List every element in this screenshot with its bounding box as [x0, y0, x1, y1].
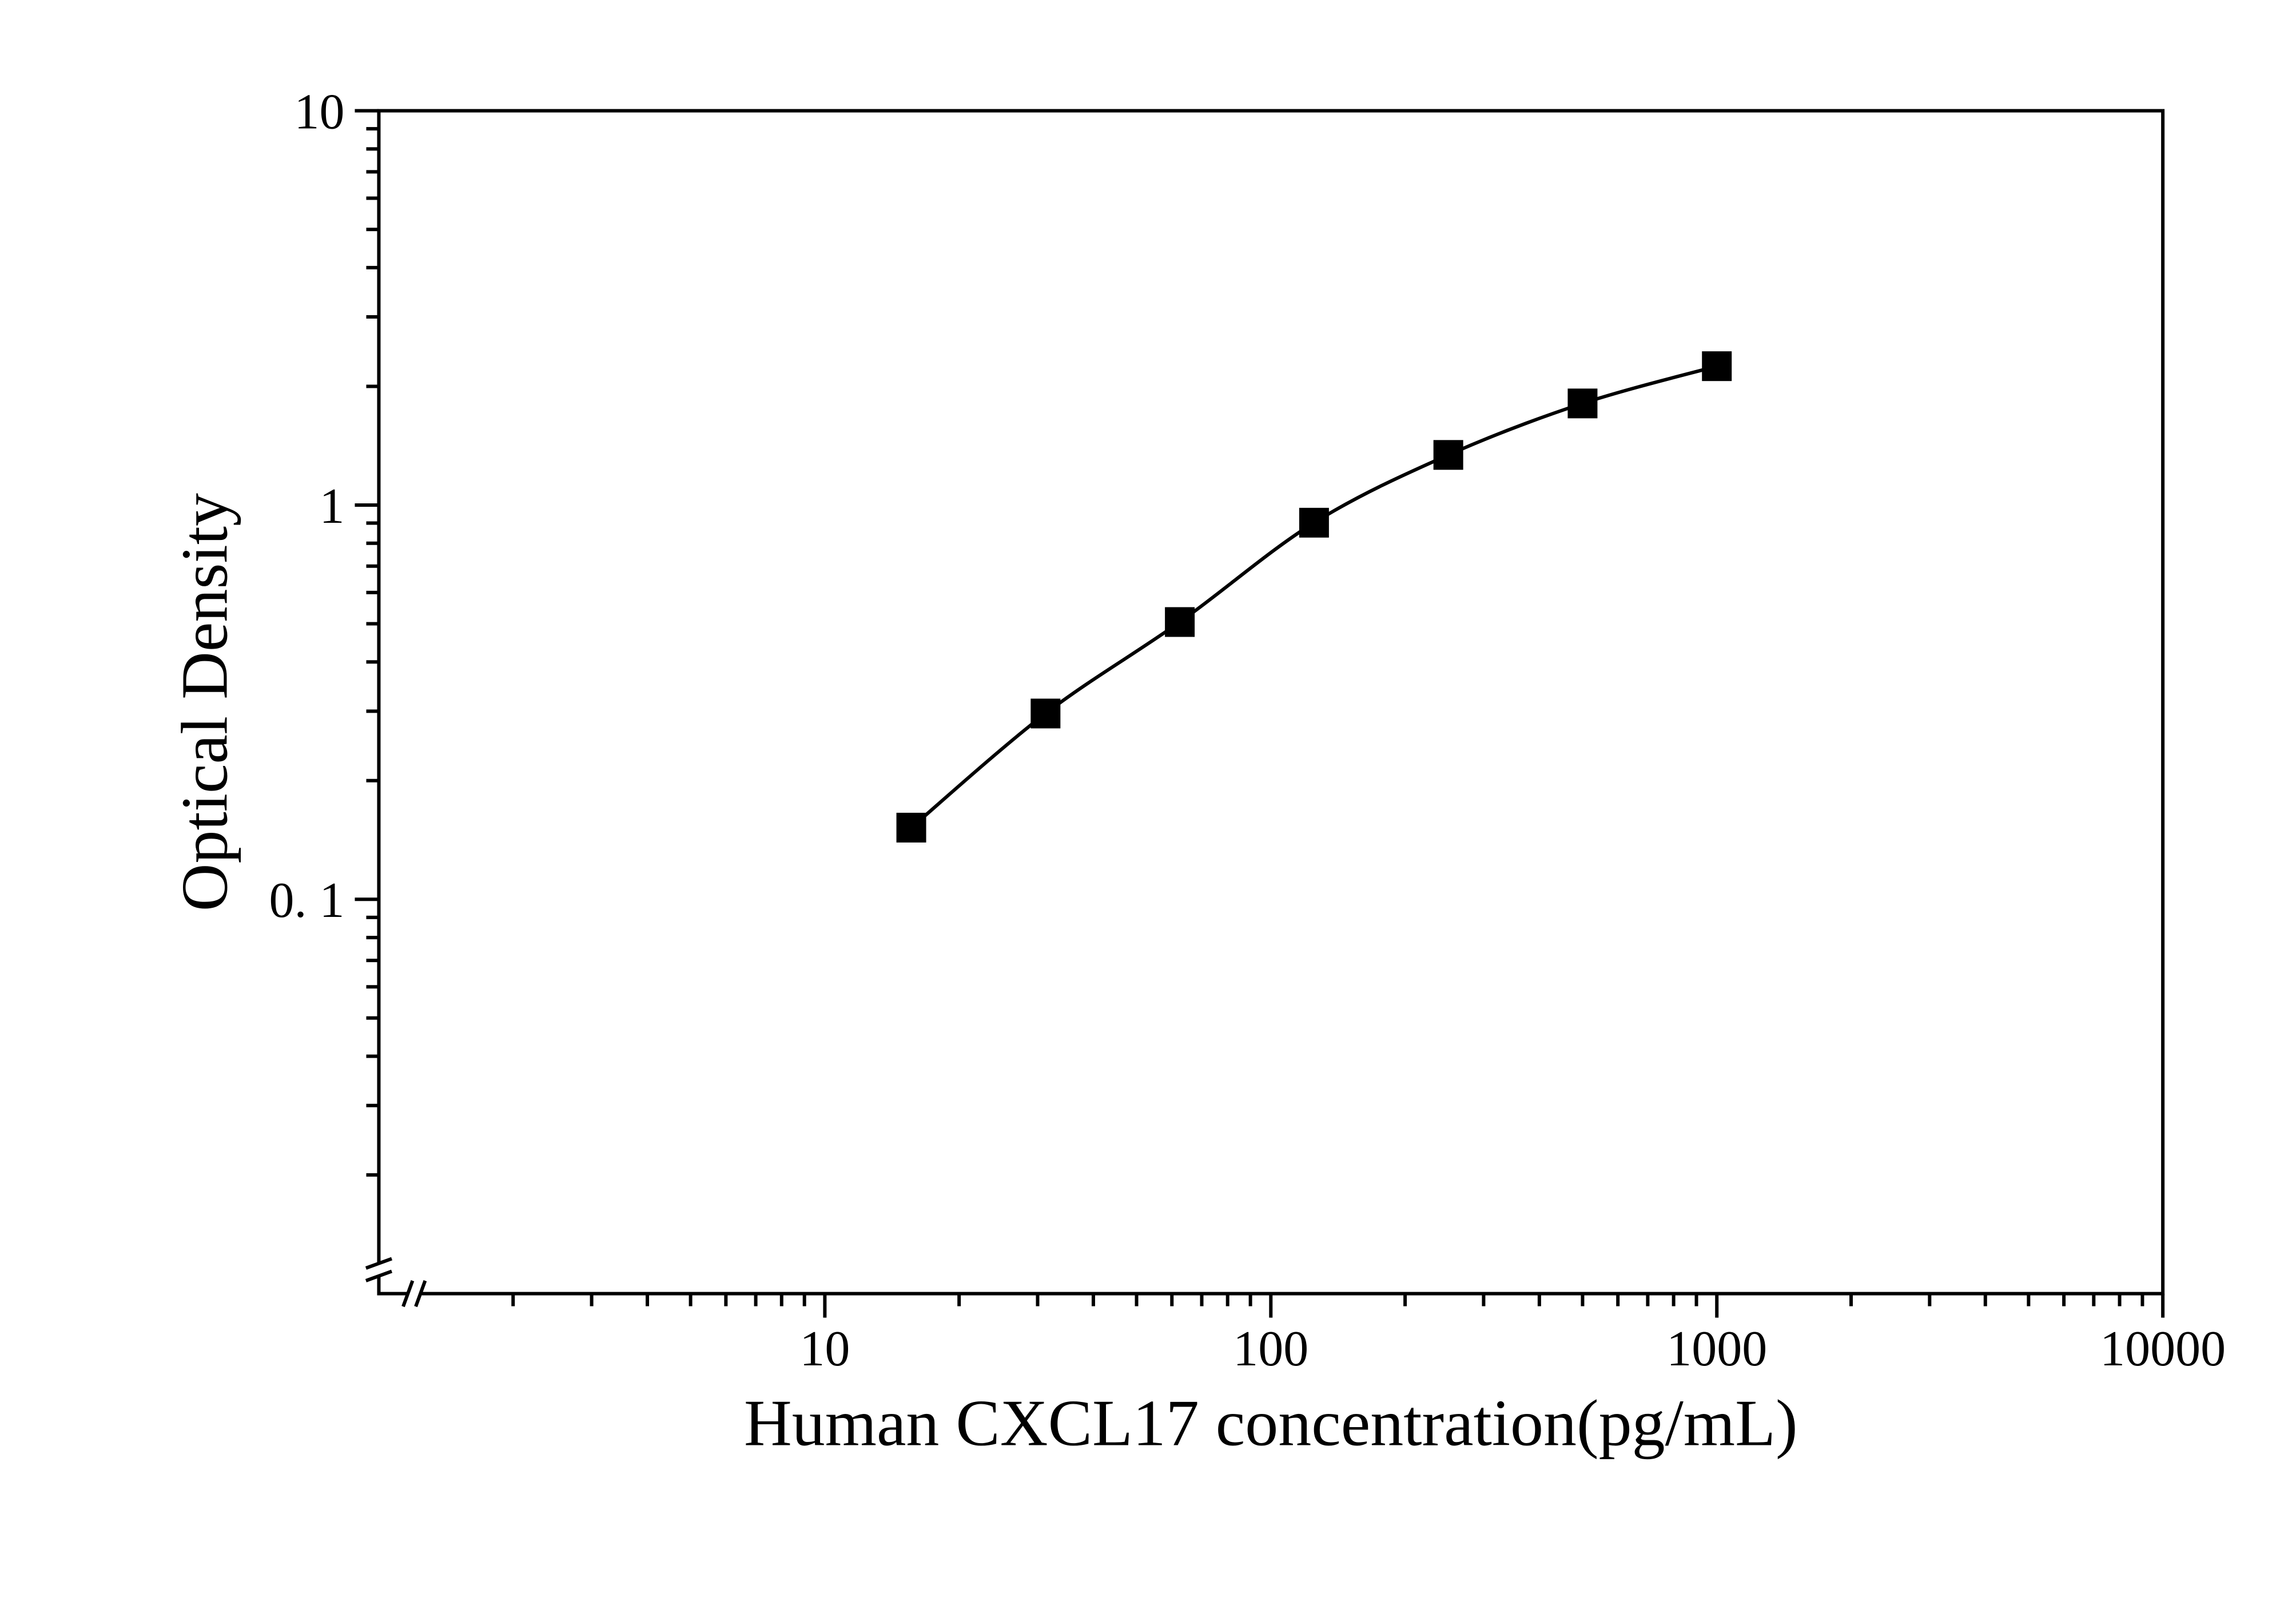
chart-svg: 10 100 1000 10000 Human CXCL17 concentration…	[0, 0, 2296, 1605]
y-tick-label: 1	[319, 479, 344, 534]
x-tick-label: 10	[799, 1321, 850, 1377]
data-point	[1567, 388, 1597, 418]
x-axis-label: Human CXCL17 concentration(pg/mL)	[744, 1387, 1798, 1460]
y-tick-label: 0. 1	[269, 873, 344, 928]
x-tick-label: 1000	[1666, 1321, 1767, 1377]
data-point	[1299, 508, 1329, 538]
data-point	[1165, 607, 1195, 637]
data-point	[1030, 698, 1060, 728]
data-point	[1434, 440, 1463, 470]
y-axis-label: Optical Density	[168, 493, 241, 911]
x-tick-label: 10000	[2100, 1321, 2226, 1377]
data-point	[1702, 351, 1732, 381]
x-tick-label: 100	[1233, 1321, 1308, 1377]
data-point	[897, 813, 926, 843]
y-tick-label: 10	[294, 84, 344, 140]
